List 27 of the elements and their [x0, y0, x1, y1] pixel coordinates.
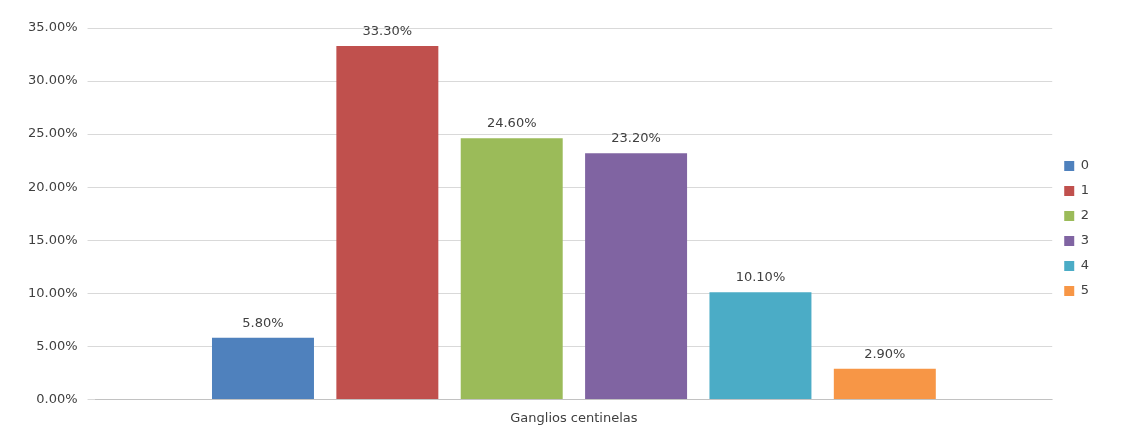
data-label: 24.60% [486, 115, 537, 131]
bar [336, 46, 439, 399]
legend-label: 5 [1080, 282, 1090, 298]
y-tick-label: 35.00% [27, 19, 78, 35]
legend-label: 3 [1080, 232, 1090, 248]
data-label: 5.80% [242, 314, 284, 330]
data-label: 2.90% [864, 345, 906, 361]
bar [585, 153, 688, 399]
data-label: 33.30% [362, 22, 413, 38]
bar [211, 337, 314, 399]
bar [460, 138, 563, 399]
x-tick-label: Ganglios centinelas [510, 409, 638, 425]
legend-label: 1 [1080, 182, 1090, 198]
bar [709, 292, 812, 399]
y-tick-label: 20.00% [27, 178, 78, 194]
y-tick-label: 10.00% [27, 284, 78, 300]
legend-label: 0 [1080, 157, 1090, 173]
legend-label: 2 [1080, 207, 1090, 223]
y-tick-label: 0.00% [36, 390, 78, 406]
y-tick-label: 15.00% [27, 231, 78, 247]
legend-label: 4 [1080, 257, 1090, 273]
data-label: 10.10% [735, 269, 786, 285]
y-tick-label: 5.00% [36, 337, 78, 353]
y-tick-label: 30.00% [27, 72, 78, 88]
data-label: 23.20% [611, 130, 661, 146]
bar [833, 368, 936, 399]
y-tick-label: 25.00% [27, 125, 78, 141]
